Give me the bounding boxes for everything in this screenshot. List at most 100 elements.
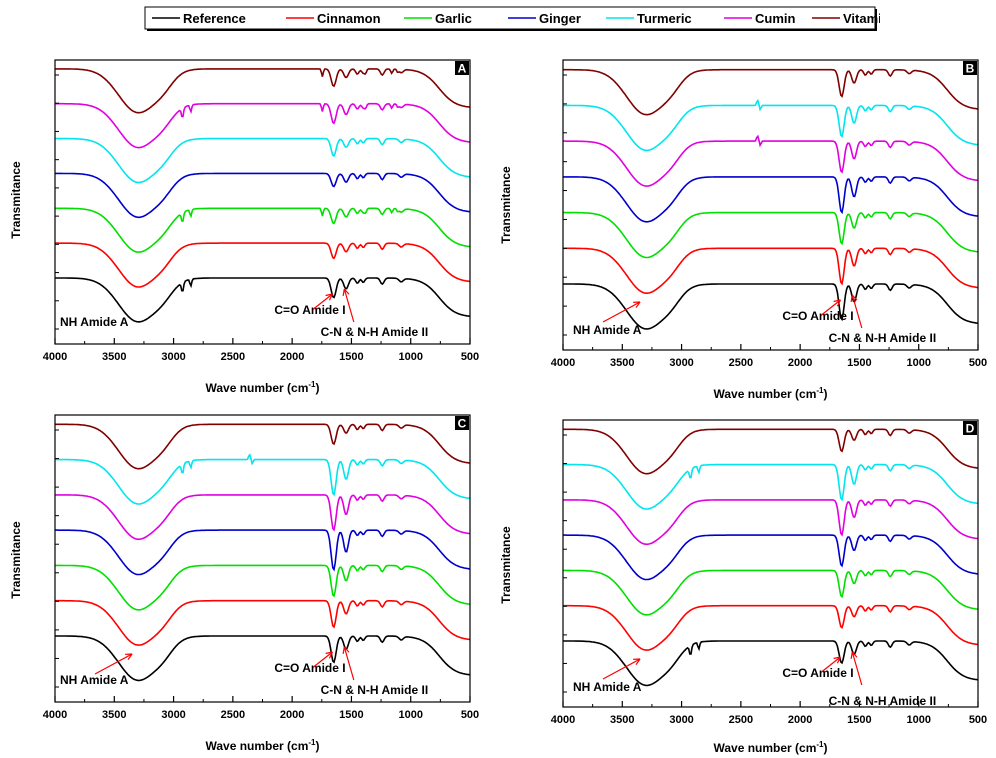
x-tick-label: 500 xyxy=(969,357,987,369)
arrow-cn-nh-amide-ii-head xyxy=(850,294,858,303)
annotation-co-amide-i: C=O Amide I xyxy=(782,309,853,323)
annotation-cn-nh-amide-ii: C-N & N-H Amide II xyxy=(321,325,429,339)
arrow-co-amide-i-head xyxy=(325,651,333,659)
legend-label-reference: Reference xyxy=(183,11,246,26)
x-tick-label: 3000 xyxy=(669,357,693,369)
annotation-co-amide-i: C=O Amide I xyxy=(274,303,345,317)
x-tick-label: 2500 xyxy=(729,357,753,369)
series-line-garlic xyxy=(55,207,471,253)
series-line-ginger xyxy=(55,172,471,219)
y-axis-label: Transmitance xyxy=(499,526,513,604)
x-tick-label: 3000 xyxy=(161,709,185,721)
x-tick-label: 1000 xyxy=(398,351,422,363)
x-tick-label: 500 xyxy=(461,709,479,721)
arrow-co-amide-i xyxy=(313,293,333,310)
x-tick-label: 1000 xyxy=(398,709,422,721)
series-line-turmeric xyxy=(563,463,979,510)
series-line-vitamin-c xyxy=(55,423,471,470)
panel-b: 4000 3500 3000 2500 2000 1500 1000 500 Wave numb… xyxy=(499,59,987,401)
panel-badge xyxy=(455,61,469,75)
annotation-nh-amide-a: NH Amide A xyxy=(60,673,129,687)
series-line-reference xyxy=(563,283,979,330)
series-line-garlic xyxy=(563,211,979,259)
annotation-nh-amide-a: NH Amide A xyxy=(573,323,642,337)
x-tick-label: 2500 xyxy=(221,709,245,721)
x-tick-label: 3500 xyxy=(610,357,634,369)
arrow-cn-nh-amide-ii xyxy=(343,288,355,323)
series-line-ginger xyxy=(55,529,471,576)
y-axis-label: Transmitance xyxy=(499,166,513,244)
annotation-co-amide-i: C=O Amide I xyxy=(782,666,853,680)
x-axis-label: Wave number (cm-1) xyxy=(713,386,827,401)
series-line-cinnamon xyxy=(563,247,979,294)
x-tick-label: 3000 xyxy=(669,714,693,726)
legend-label-turmeric: Turmeric xyxy=(637,11,692,26)
plot-frame xyxy=(562,419,979,708)
x-tick-label: 3500 xyxy=(610,714,634,726)
series-line-garlic xyxy=(563,569,979,616)
series-line-garlic xyxy=(55,564,471,611)
series-line-reference xyxy=(55,277,471,323)
panel-c: 4000 3500 3000 2500 2000 1500 1000 500 Wave numb… xyxy=(9,414,479,753)
x-tick-label: 4000 xyxy=(551,714,575,726)
legend-label-vitamin-c: Vitamin C xyxy=(843,11,880,26)
arrow-cn-nh-amide-ii-head xyxy=(342,646,350,655)
arrow-cn-nh-amide-ii xyxy=(851,651,863,686)
panel-a: 4000 3500 3000 2500 2000 1500 1000 500 Wave numb… xyxy=(9,59,479,395)
x-axis-label: Wave number (cm-1) xyxy=(713,740,827,755)
series-line-cinnamon xyxy=(55,242,471,288)
arrow-cn-nh-amide-ii xyxy=(851,294,863,329)
arrow-co-amide-i xyxy=(313,651,333,668)
series-line-vitamin-c xyxy=(563,68,979,116)
arrow-co-amide-i xyxy=(821,299,841,316)
legend-label-cinnamon: Cinnamon xyxy=(317,11,381,26)
x-tick-label: 4000 xyxy=(43,351,67,363)
arrow-cn-nh-amide-ii-head xyxy=(850,651,858,660)
series-line-cumin xyxy=(55,494,471,541)
arrow-nh-amide-a xyxy=(94,653,133,675)
x-tick-label: 3000 xyxy=(161,351,185,363)
series-line-turmeric xyxy=(563,98,979,152)
annotation-cn-nh-amide-ii: C-N & N-H Amide II xyxy=(829,694,937,708)
legend-item-cinnamon: Cinnamon xyxy=(286,11,381,26)
legend-label-garlic: Garlic xyxy=(435,11,472,26)
series-line-reference xyxy=(55,635,471,682)
y-axis-label: Transmitance xyxy=(9,521,23,599)
arrow-nh-amide-a xyxy=(602,301,641,323)
plot-frame xyxy=(562,59,979,351)
panel-badge-label: B xyxy=(966,62,975,76)
series-line-ginger xyxy=(563,176,979,223)
x-tick-label: 1500 xyxy=(339,709,363,721)
annotation-cn-nh-amide-ii: C-N & N-H Amide II xyxy=(829,331,937,345)
panel-badge-label: C xyxy=(458,417,467,431)
x-tick-label: 500 xyxy=(969,714,987,726)
annotation-cn-nh-amide-ii: C-N & N-H Amide II xyxy=(321,683,429,697)
legend-item-garlic: Garlic xyxy=(404,11,472,26)
x-tick-label: 1000 xyxy=(906,714,930,726)
legend-label-ginger: Ginger xyxy=(539,11,581,26)
panel-badge xyxy=(963,61,977,75)
x-axis-label: Wave number (cm-1) xyxy=(205,738,319,753)
x-tick-label: 2000 xyxy=(280,351,304,363)
x-tick-label: 4000 xyxy=(43,709,67,721)
x-tick-label: 3500 xyxy=(102,351,126,363)
x-tick-label: 2000 xyxy=(788,357,812,369)
arrow-nh-amide-a xyxy=(602,658,641,680)
legend-item-vitamin-c: Vitamin C xyxy=(812,11,880,26)
x-tick-label: 2000 xyxy=(280,709,304,721)
x-tick-label: 4000 xyxy=(551,357,575,369)
panel-badge xyxy=(455,416,469,430)
arrow-nh-amide-a-head xyxy=(633,658,641,666)
x-tick-label: 1000 xyxy=(906,357,930,369)
x-tick-label: 1500 xyxy=(339,351,363,363)
arrow-nh-amide-a-head xyxy=(633,301,641,309)
series-line-vitamin-c xyxy=(55,68,471,114)
annotation-nh-amide-a: NH Amide A xyxy=(573,680,642,694)
arrow-cn-nh-amide-ii-head xyxy=(342,288,350,297)
panel-badge xyxy=(963,421,977,435)
x-tick-label: 3500 xyxy=(102,709,126,721)
series-line-cinnamon xyxy=(55,599,471,646)
plot-frame xyxy=(54,414,471,703)
series-line-vitamin-c xyxy=(563,428,979,475)
